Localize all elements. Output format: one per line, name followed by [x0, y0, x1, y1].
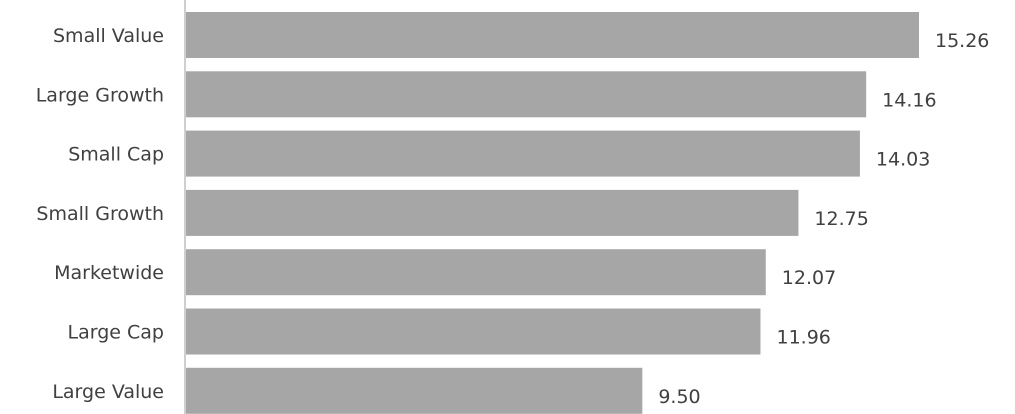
- category-label: Small Cap: [68, 144, 164, 166]
- value-label: 15.26: [935, 30, 989, 52]
- value-labels-group: 15.26 14.16 14.03 12.75 12.07 11.96 9.50: [658, 30, 989, 408]
- bar-small-cap: [186, 130, 860, 177]
- bar-marketwide: [186, 249, 766, 296]
- bar-large-cap: [186, 308, 761, 355]
- category-label: Marketwide: [54, 262, 164, 284]
- value-label: 12.07: [782, 267, 836, 289]
- value-label: 14.03: [876, 149, 930, 171]
- category-labels-group: Small Value Large Growth Small Cap Small Gr…: [36, 25, 164, 403]
- value-label: 11.96: [776, 327, 830, 349]
- value-label: 14.16: [882, 89, 936, 111]
- bars-group: [186, 12, 919, 414]
- value-label: 12.75: [814, 208, 868, 230]
- category-label: Small Growth: [36, 203, 164, 225]
- category-label: Small Value: [53, 25, 164, 47]
- category-label: Large Cap: [68, 322, 164, 344]
- bar-small-growth: [186, 189, 799, 236]
- category-label: Large Growth: [36, 84, 164, 106]
- category-label: Large Value: [52, 381, 164, 403]
- value-label: 9.50: [658, 386, 700, 408]
- bar-large-growth: [186, 71, 867, 118]
- bar-small-value: [186, 12, 919, 58]
- bar-large-value: [186, 367, 643, 414]
